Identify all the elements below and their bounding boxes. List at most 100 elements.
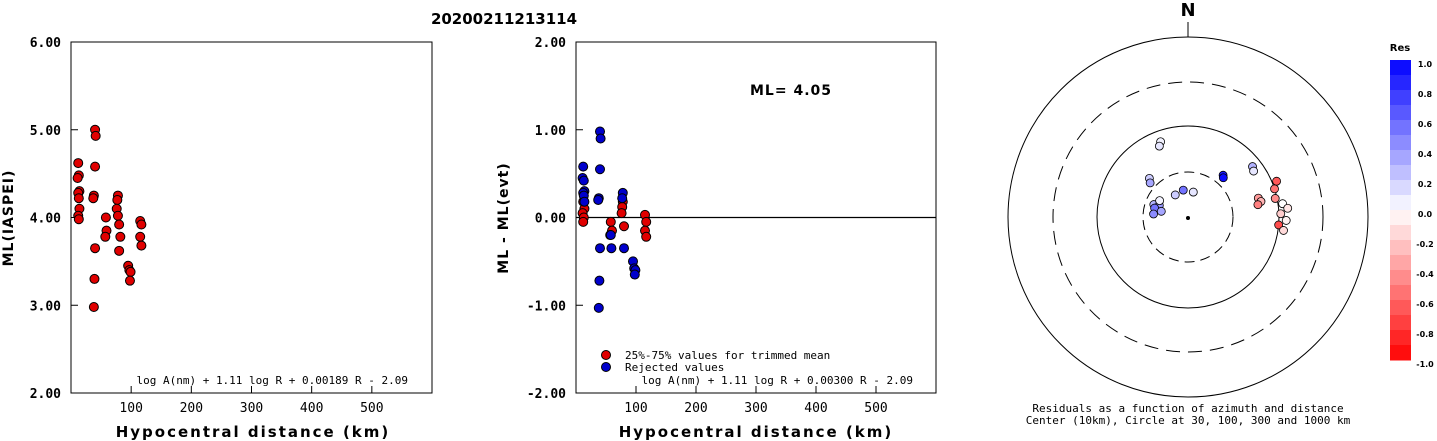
ring-300km [1052,81,1324,353]
panel2-ylabel: ML - ML(evt) [496,162,512,273]
polar-caption-line2: Center (10km), Circle at 30, 100, 300 an… [1026,414,1351,427]
y-tick-label: -1.00 [527,299,566,314]
colorbar-tick-label: -1.0 [1416,360,1434,369]
station-residual-point [1253,200,1263,210]
data-point [73,193,84,204]
colorbar-cell [1390,105,1411,121]
y-tick-label: 2.00 [30,387,61,402]
data-point [616,208,627,219]
station-residual-point [1279,226,1288,235]
data-point [73,158,84,169]
data-point [579,196,590,207]
colorbar-tick-label: 0.6 [1418,120,1433,129]
colorbar-cell [1390,135,1411,151]
station-residual-point [1156,206,1166,216]
x-tick-label: 500 [360,401,383,416]
figure-title: 20200211213114 [431,10,577,28]
x-tick-label: 100 [119,401,142,416]
colorbar-cell [1390,270,1411,286]
colorbar-cell [1390,345,1411,361]
station-residual-point [1218,173,1228,183]
colorbar-cell [1390,240,1411,256]
colorbar-tick-label: -0.8 [1416,330,1434,339]
data-point [595,133,606,144]
y-tick-label: 6.00 [30,36,61,51]
station-residual-point [1170,190,1180,200]
colorbar-tick-label: 1.0 [1418,60,1433,69]
data-point [136,240,147,251]
colorbar-cell [1390,210,1411,226]
station-residual-point [1149,209,1158,219]
data-point [593,194,604,205]
data-point [88,193,99,204]
colorbar-cell [1390,60,1411,76]
station-residual-point [1274,220,1284,230]
colorbar-cell [1390,165,1411,181]
station-residual-point [1188,187,1198,197]
polar-caption-line1: Residuals as a function of azimuth and d… [1032,402,1343,415]
colorbar-cell [1390,180,1411,196]
data-point [578,161,589,172]
colorbar-cell [1390,255,1411,271]
x-tick-label: 200 [180,401,203,416]
legend-trimmed-label: 25%-75% values for trimmed mean [625,349,830,362]
residual-colorbar: Res 1.0 0.8 0.6 0.4 0.2 0.0 -0.2 -0.4 -0.6 -0.8 -1… [1390,43,1434,369]
x-tick-label: 400 [300,401,323,416]
colorbar-cell [1390,315,1411,331]
panel1-xlabel: Hypocentral distance (km) [116,423,391,441]
colorbar-title: Res [1390,43,1410,54]
north-label: N [1180,0,1195,21]
data-point [90,243,101,254]
data-point [595,243,605,254]
data-point [606,243,617,254]
data-point [135,231,146,242]
ring-30km [1142,171,1234,263]
data-point [619,243,629,254]
ml-vs-distance-panel: ML(IASPEI) Hypocentral distance (km) log… [1,36,433,441]
data-point [605,216,616,227]
colorbar-cell [1390,330,1411,346]
colorbar-tick-label: 0.8 [1418,90,1433,99]
panel2-formula: log A(nm) + 1.11 log R + 0.00300 R - 2.0… [641,374,913,387]
colorbar-cell [1390,120,1411,136]
data-point [115,231,126,242]
y-tick-label: 1.00 [535,124,566,139]
data-point [619,221,629,232]
station-residual-point [1145,178,1155,188]
y-tick-label: 2.00 [535,36,566,51]
legend-rejected-label: Rejected values [625,361,724,374]
data-point [605,230,616,241]
station-residual-point [1154,141,1164,151]
ml-residual-panel: ML - ML(evt) Hypocentral distance (km) M… [496,36,937,441]
legend-rejected-marker [601,362,611,372]
panel1-ylabel: ML(IASPEI) [1,170,17,267]
data-point [595,164,605,175]
x-tick-label: 300 [744,401,767,416]
colorbar-tick-label: -0.6 [1416,300,1434,309]
colorbar-cell [1390,150,1411,166]
station-residual-point [1155,196,1165,206]
azimuth-residual-panel: N Residuals as a function of azimuth and… [1007,0,1369,427]
x-tick-label: 200 [684,401,707,416]
colorbar-cell [1390,300,1411,316]
colorbar-tick-label: 0.0 [1418,210,1433,219]
panel2-xlabel: Hypocentral distance (km) [619,423,894,441]
colorbar-tick-label: 0.2 [1418,180,1432,189]
panel1-formula: log A(nm) + 1.11 log R + 0.00189 R - 2.0… [136,374,408,387]
x-tick-label: 400 [804,401,827,416]
colorbar-cell [1390,90,1411,106]
ml-value-label: ML= 4.05 [750,83,832,99]
colorbar-tick-label: -0.4 [1416,270,1434,279]
station-residual-point [1178,185,1188,195]
data-point [629,269,640,280]
data-point [114,219,125,230]
data-point [89,273,100,284]
data-point [112,210,123,221]
y-tick-label: 3.00 [30,299,61,314]
epicenter-marker [1186,216,1190,220]
station-residual-point [1272,176,1281,186]
data-point [641,231,652,242]
data-point [90,161,101,172]
data-point [125,266,136,277]
legend-trimmed-marker [601,350,611,360]
